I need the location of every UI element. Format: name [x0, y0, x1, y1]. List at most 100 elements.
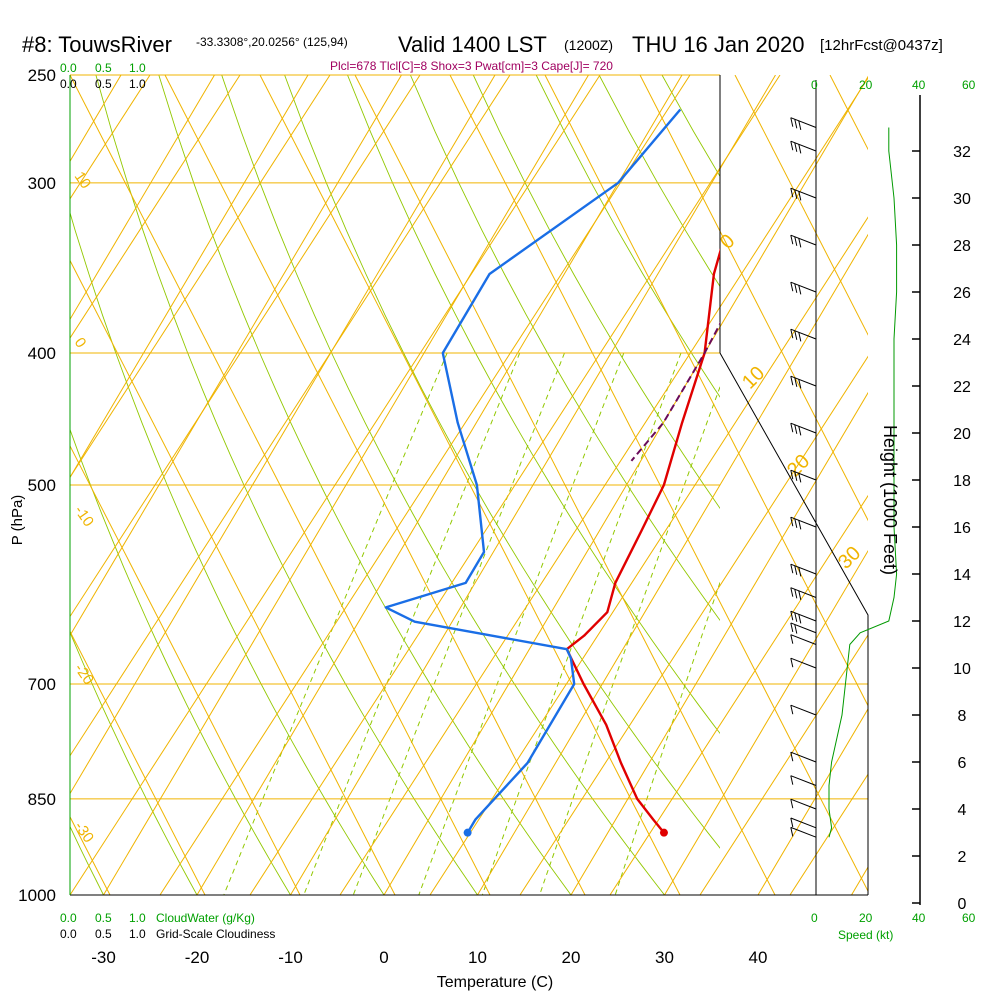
speed-tick-label: 0: [811, 78, 818, 92]
x-tick-label: -30: [91, 948, 116, 967]
mixing-ratio-line: [303, 352, 521, 895]
wind-barb-staff: [790, 281, 817, 293]
x-tick-label: 40: [749, 948, 768, 967]
adiabat-orange-line: [70, 259, 396, 895]
adiabat-orange-line: [70, 444, 301, 895]
wind-barb-staff: [790, 422, 817, 434]
wind-barb-flag: [790, 517, 794, 527]
wind-barb-flag: [794, 189, 798, 199]
wind-barb-staff: [790, 751, 817, 763]
wind-barb-flag: [790, 827, 794, 837]
mixing-ratio-label: 5: [419, 899, 437, 914]
wind-barb-flag: [790, 188, 794, 198]
wind-barb-flag: [790, 423, 794, 433]
wind-barb-flag: [798, 567, 802, 577]
height-tick-label: 20: [953, 426, 971, 443]
dry-adiabat-line: [70, 631, 198, 895]
wind-barb-flag: [794, 424, 798, 434]
wind-barb-staff: [790, 775, 817, 786]
x-tick-label: -20: [185, 948, 210, 967]
wind-barb-flag: [790, 611, 794, 621]
mixing-ratio-line: [481, 352, 682, 895]
wind-barb-flag: [798, 238, 802, 248]
isotherm-line: [103, 75, 589, 895]
wind-barb-flag: [798, 144, 802, 154]
isotherm-line: [383, 75, 868, 895]
dry-adiabat-line: [158, 75, 572, 895]
cw-scale-label: 0.5: [95, 61, 112, 75]
isotherm-cross-line: [609, 494, 868, 895]
cw-scale-label: 1.0: [129, 911, 146, 925]
isotherm-line: [570, 391, 868, 895]
speed-tick-label: 40: [912, 911, 926, 925]
isotherm-cross-line: [699, 634, 868, 895]
cloudwater-scale-top: 0.0 0.5 1.0 0.0 0.5 1.0: [60, 61, 146, 91]
cloudiness-label: Grid-Scale Cloudiness: [156, 927, 275, 941]
x-tick-label: -10: [278, 948, 303, 967]
isotherm-label: -30: [71, 819, 97, 847]
wind-barb-flag: [790, 470, 794, 480]
mixing-ratio-line: [352, 352, 565, 895]
pressure-tick-label: 300: [28, 174, 56, 193]
dry-adiabat-line: [284, 75, 720, 849]
isotherm-cross-line: [249, 75, 781, 895]
wind-barb-flag: [790, 622, 794, 633]
height-tick-label: 22: [953, 379, 971, 396]
cloud-scale-label: 0.5: [95, 77, 112, 91]
dewpoint-line: [384, 108, 682, 834]
pressure-tick-label: 250: [28, 66, 56, 85]
chart-title-coords: -33.3308°,20.0256° (125,94): [196, 35, 348, 49]
wind-barb-staff: [790, 563, 817, 575]
wind-barb-flag: [790, 634, 794, 644]
cw-scale-label: 0.5: [95, 911, 112, 925]
dry-adiabat-line: [221, 75, 665, 895]
adiabat-label: 10: [738, 362, 769, 393]
cloud-scale-label: 0.0: [60, 927, 77, 941]
wind-barb-flag: [794, 283, 798, 293]
wind-barb-staff: [790, 634, 817, 645]
wind-barb-staff: [790, 328, 817, 340]
speed-ticks-bottom: 0 20 40 60: [811, 911, 976, 925]
plot-frame: [69, 74, 869, 896]
chart-title-date: THU 16 Jan 2020: [632, 32, 804, 57]
dry-adiabat-line: [70, 428, 291, 895]
adiabat-orange-line: [734, 75, 868, 336]
wind-barb-flag: [790, 141, 794, 151]
height-tick-label: 2: [958, 849, 967, 866]
isotherm-line: [664, 549, 868, 895]
wind-barb-flag: [790, 752, 794, 762]
wind-barb-flag: [790, 329, 794, 339]
height-tick-label: 16: [953, 520, 971, 537]
isotherm-cross-line: [70, 75, 511, 757]
isotherm-cross-line: [429, 216, 868, 895]
x-tick-label: 30: [655, 948, 674, 967]
adiabat-label: 20: [783, 450, 814, 481]
height-tick-label: 26: [953, 285, 971, 302]
height-tick-label: 14: [953, 567, 971, 584]
isotherm-line: [70, 75, 496, 795]
speed-axis-label: Speed (kt): [838, 928, 893, 942]
sounding-series: [384, 108, 720, 837]
speed-ticks-top: 0 20 40 60: [811, 78, 976, 92]
wind-barb-staff: [790, 622, 817, 634]
adiabat-orange-line: [259, 75, 681, 895]
isotherm-label: -10: [71, 503, 97, 531]
pressure-tick-label: 400: [28, 344, 56, 363]
wind-barb-flag: [794, 624, 798, 634]
wind-barb-staff: [790, 516, 817, 528]
isotherm-cross-line: [970, 75, 1000, 895]
wind-barb-flag: [798, 285, 802, 295]
isotherm-label: 0: [71, 335, 90, 352]
speed-tick-label: 20: [859, 78, 873, 92]
x-tick-label: 0: [379, 948, 388, 967]
wind-barb-staff: [790, 610, 817, 622]
wind-barb-staff: [790, 798, 817, 810]
wind-barb-flag: [798, 191, 802, 201]
cloudwater-scale-bottom: 0.0 0.5 1.0 CloudWater (g/Kg) 0.0 0.5 1.…: [60, 911, 275, 941]
wind-barb-flag: [790, 817, 794, 828]
pressure-tick-label: 1000: [18, 886, 56, 905]
height-tick-label: 32: [953, 144, 971, 161]
wind-barb-flag: [794, 565, 798, 575]
wind-speed-line: [828, 127, 898, 838]
